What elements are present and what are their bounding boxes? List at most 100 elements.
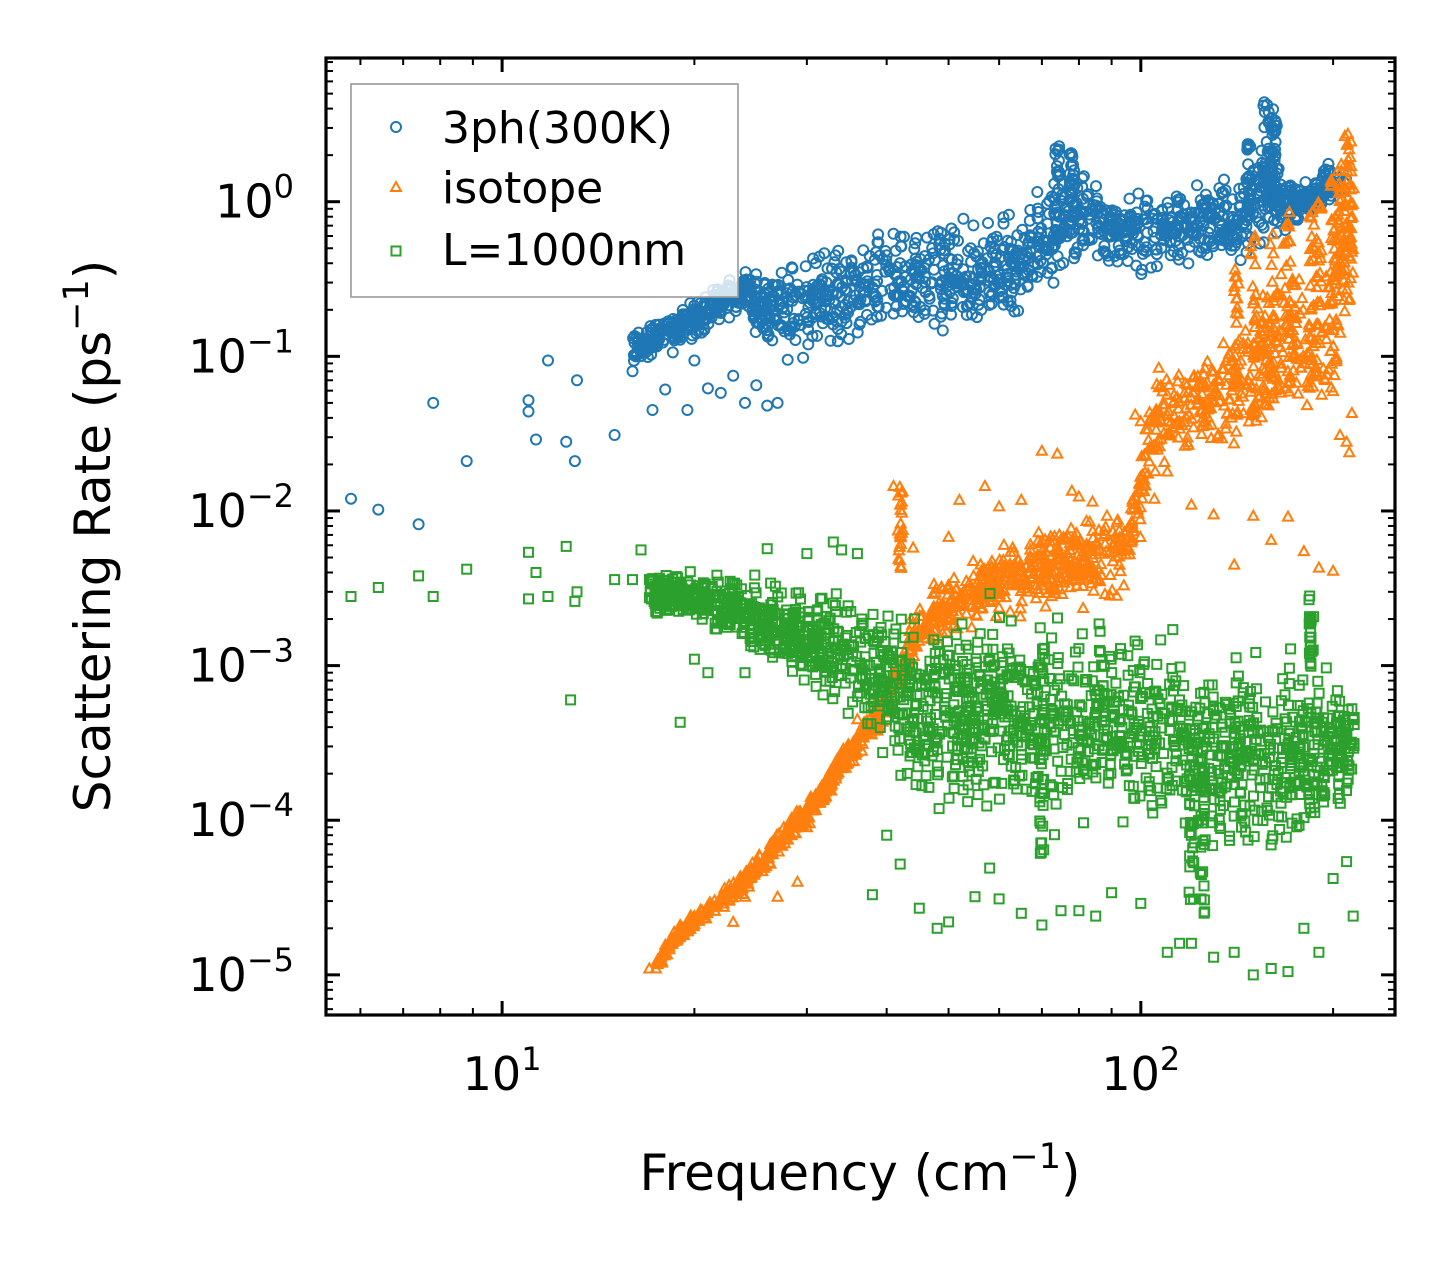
data-point-3ph [1136, 247, 1149, 260]
data-point-3ph [939, 244, 951, 257]
data-point-3ph [1269, 180, 1282, 193]
data-point-3ph [977, 237, 990, 250]
data-point-3ph [608, 429, 621, 441]
data-point-isotope [1278, 281, 1292, 294]
data-point-3ph [832, 278, 845, 291]
data-point-3ph [692, 323, 705, 336]
data-point-3ph [1271, 163, 1284, 175]
data-point-3ph [1065, 159, 1078, 172]
data-point-3ph [844, 300, 857, 313]
data-point-3ph [1322, 157, 1335, 170]
data-point-3ph [948, 233, 961, 246]
data-point-isotope [1324, 343, 1338, 356]
data-point-3ph [957, 212, 970, 225]
data-point-3ph [821, 262, 834, 275]
data-point-3ph [1123, 192, 1136, 205]
data-point-isotope [932, 595, 946, 608]
data-point-3ph [1291, 212, 1304, 225]
data-point-3ph [688, 354, 701, 367]
data-point-3ph [1015, 257, 1027, 270]
data-point-3ph [1066, 207, 1079, 220]
data-point-3ph [345, 492, 357, 505]
data-point-isotope [992, 600, 1006, 613]
data-point-3ph [761, 399, 774, 412]
data-point-3ph [644, 339, 657, 351]
data-point-3ph [966, 286, 979, 299]
data-point-3ph [1196, 241, 1209, 254]
data-point-isotope [1137, 447, 1152, 460]
data-point-3ph [1083, 234, 1096, 247]
data-point-3ph [985, 297, 998, 310]
data-point-isotope [1274, 356, 1288, 369]
data-point-3ph [1286, 194, 1299, 207]
data-point-3ph [943, 233, 956, 246]
data-point-isotope [1315, 387, 1329, 400]
data-point-3ph [522, 405, 535, 418]
data-point-3ph [684, 320, 697, 333]
data-point-3ph [1105, 218, 1118, 231]
data-point-3ph [1050, 187, 1063, 200]
data-point-isotope [1135, 491, 1149, 504]
data-point-3ph [1023, 214, 1036, 227]
data-point-isotope [1100, 508, 1114, 521]
data-point-3ph [1057, 257, 1070, 269]
data-point-3ph [1051, 145, 1064, 157]
data-point-3ph [671, 330, 684, 343]
data-point-3ph [1150, 248, 1163, 261]
data-point-3ph [1031, 270, 1043, 283]
data-point-3ph [427, 396, 440, 409]
data-point-3ph [743, 277, 756, 290]
data-point-3ph [897, 285, 910, 298]
data-point-3ph [1191, 179, 1203, 192]
data-point-isotope [922, 616, 936, 629]
data-point-3ph [1020, 267, 1033, 279]
data-point-3ph [789, 289, 801, 302]
data-point-3ph [935, 226, 947, 239]
data-point-3ph [1269, 149, 1282, 161]
data-point-3ph [689, 309, 702, 322]
data-point-isotope [1227, 436, 1241, 449]
data-point-3ph [758, 277, 771, 289]
data-point-3ph [1258, 96, 1271, 109]
data-point-3ph [1226, 193, 1239, 206]
data-point-isotope [1171, 374, 1185, 387]
data-point-3ph [1217, 186, 1230, 199]
data-point-3ph [635, 345, 647, 358]
data-point-3ph [1182, 257, 1195, 270]
data-point-3ph [960, 270, 972, 283]
data-point-3ph [1140, 194, 1153, 207]
data-point-3ph [1082, 212, 1095, 225]
data-point-3ph [876, 284, 889, 297]
data-point-3ph [676, 304, 689, 316]
data-point-3ph [1139, 200, 1151, 213]
data-point-3ph [1262, 105, 1275, 118]
data-point-3ph [1103, 210, 1116, 223]
data-point-3ph [923, 253, 935, 266]
data-point-isotope [1061, 550, 1076, 563]
data-point-3ph [1146, 212, 1159, 225]
data-point-3ph [987, 232, 1000, 245]
data-point-3ph [1090, 180, 1102, 193]
data-point-3ph [909, 237, 922, 250]
data-point-3ph [1243, 169, 1256, 182]
data-point-isotope [959, 573, 973, 586]
data-point-isotope [1155, 397, 1170, 410]
data-point-3ph [802, 284, 815, 297]
data-point-3ph [781, 283, 794, 296]
data-point-isotope [1023, 537, 1038, 550]
data-point-isotope [1141, 422, 1155, 435]
data-point-isotope [699, 911, 713, 924]
data-point-3ph [839, 275, 852, 288]
data-point-3ph [802, 338, 815, 351]
data-point-3ph [1052, 165, 1065, 178]
data-point-3ph [1032, 225, 1045, 238]
data-point-3ph [1125, 223, 1137, 236]
data-point-3ph [923, 292, 936, 305]
data-point-3ph [681, 404, 694, 416]
data-point-3ph [1157, 234, 1170, 247]
data-point-3ph [647, 322, 659, 335]
data-point-3ph [870, 246, 882, 259]
data-point-3ph [571, 374, 583, 387]
data-point-3ph [1150, 260, 1163, 273]
data-point-3ph [792, 314, 805, 327]
